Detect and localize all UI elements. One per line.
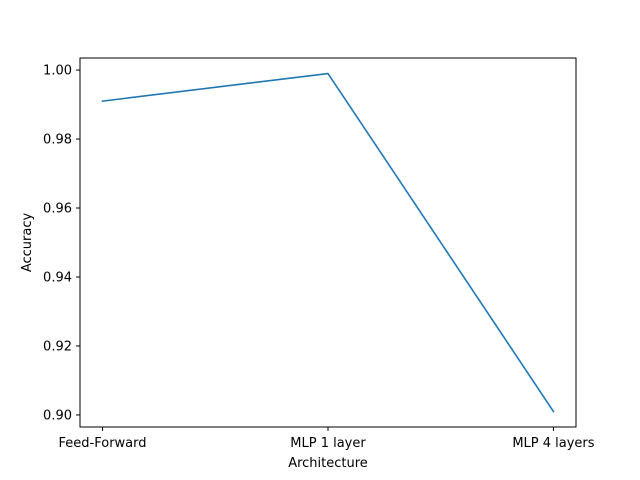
ticks: Feed-Forward MLP 1 layer MLP 4 layers 0.90 0…: [43, 64, 595, 451]
x-tick-label: Feed-Forward: [59, 436, 147, 451]
y-tick-label: 0.90: [43, 408, 72, 423]
y-axis-label: Accuracy: [20, 213, 35, 273]
axes-frame: [79, 57, 577, 428]
accuracy-line: [101, 72, 555, 413]
y-tick-label: 0.96: [43, 202, 72, 217]
y-tick-label: 0.92: [43, 339, 72, 354]
x-axis-label: Architecture: [288, 456, 368, 471]
plot-area: [101, 72, 555, 413]
x-tick-label: MLP 1 layer: [290, 436, 366, 451]
y-tick-label: 0.98: [43, 133, 72, 148]
y-tick-label: 0.94: [43, 270, 72, 285]
y-tick-label: 1.00: [43, 64, 72, 79]
x-tick-label: MLP 4 layers: [512, 436, 594, 451]
